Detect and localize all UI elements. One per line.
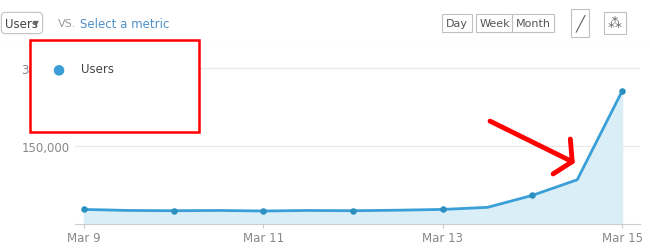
Text: VS.: VS.	[58, 19, 77, 29]
Text: Day: Day	[446, 19, 468, 29]
Text: Week: Week	[480, 19, 510, 29]
Text: Month: Month	[515, 19, 551, 29]
Text: ●: ●	[53, 62, 64, 76]
Text: Users: Users	[81, 62, 114, 75]
Point	[79, 208, 89, 212]
Point	[437, 208, 448, 212]
Text: Users: Users	[5, 17, 38, 30]
Point	[527, 194, 538, 198]
Text: ╱: ╱	[575, 15, 584, 33]
Point	[617, 90, 627, 94]
Text: ⁂: ⁂	[608, 17, 622, 31]
Point	[168, 209, 179, 213]
Text: ▼: ▼	[33, 19, 39, 28]
Text: Select a metric: Select a metric	[80, 17, 170, 30]
Point	[348, 209, 358, 213]
Point	[258, 209, 268, 213]
FancyBboxPatch shape	[30, 41, 200, 133]
